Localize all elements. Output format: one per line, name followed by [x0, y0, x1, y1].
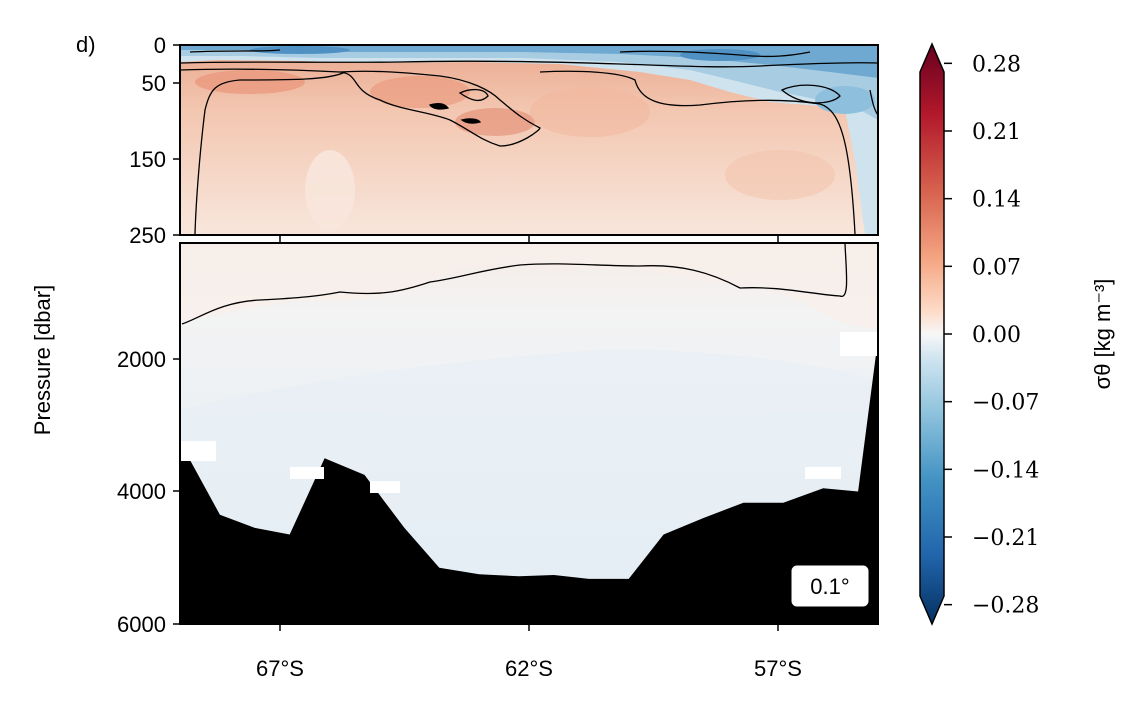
colorbar-tick-label: 0.21: [972, 120, 1021, 145]
colorbar: 0.28 0.21 0.14 0.07 0.00 −0.07 −0.14 −0.21 −0.28…: [919, 42, 1115, 626]
colorbar-tick-label: −0.28: [972, 594, 1039, 619]
x-tick-label: 62°S: [505, 656, 553, 681]
colorbar-tick-label: −0.14: [972, 458, 1039, 483]
x-tick-label: 67°S: [256, 656, 304, 681]
colorbar-tick-label: 0.00: [972, 323, 1021, 348]
colorbar-tick-label: −0.07: [972, 391, 1039, 416]
x-tick-label: 57°S: [754, 656, 802, 681]
panel-label: d): [76, 32, 96, 57]
y-tick-label: 150: [129, 147, 166, 172]
lower-y-ticks: 2000 4000 6000: [117, 347, 180, 637]
y-tick-label: 250: [129, 223, 166, 248]
bathymetry: [180, 339, 878, 624]
y-tick-label: 6000: [117, 612, 166, 637]
colorbar-label: σθ [kg m⁻³]: [1090, 279, 1115, 390]
upper-panel-field: [180, 45, 878, 235]
colorbar-ticks: 0.28 0.21 0.14 0.07 0.00 −0.07 −0.14 −0.21 −0.28: [944, 52, 1039, 619]
x-ticks: 67°S 62°S 57°S: [256, 235, 802, 681]
y-tick-label: 4000: [117, 479, 166, 504]
lower-panel-field: [180, 243, 878, 624]
y-tick-label: 2000: [117, 347, 166, 372]
annotation-text: 0.1°: [810, 574, 849, 599]
y-tick-label: 50: [142, 71, 166, 96]
resolution-annotation: 0.1°: [790, 564, 870, 608]
upper-y-ticks: 0 50 150 250: [129, 33, 180, 248]
colorbar-bar: [919, 42, 945, 626]
colorbar-tick-label: 0.14: [972, 188, 1021, 213]
colorbar-tick-label: 0.28: [972, 52, 1021, 77]
y-tick-label: 0: [154, 33, 166, 58]
y-axis-label: Pressure [dbar]: [30, 285, 55, 435]
colorbar-tick-label: −0.21: [972, 526, 1039, 551]
colorbar-tick-label: 0.07: [972, 255, 1021, 280]
